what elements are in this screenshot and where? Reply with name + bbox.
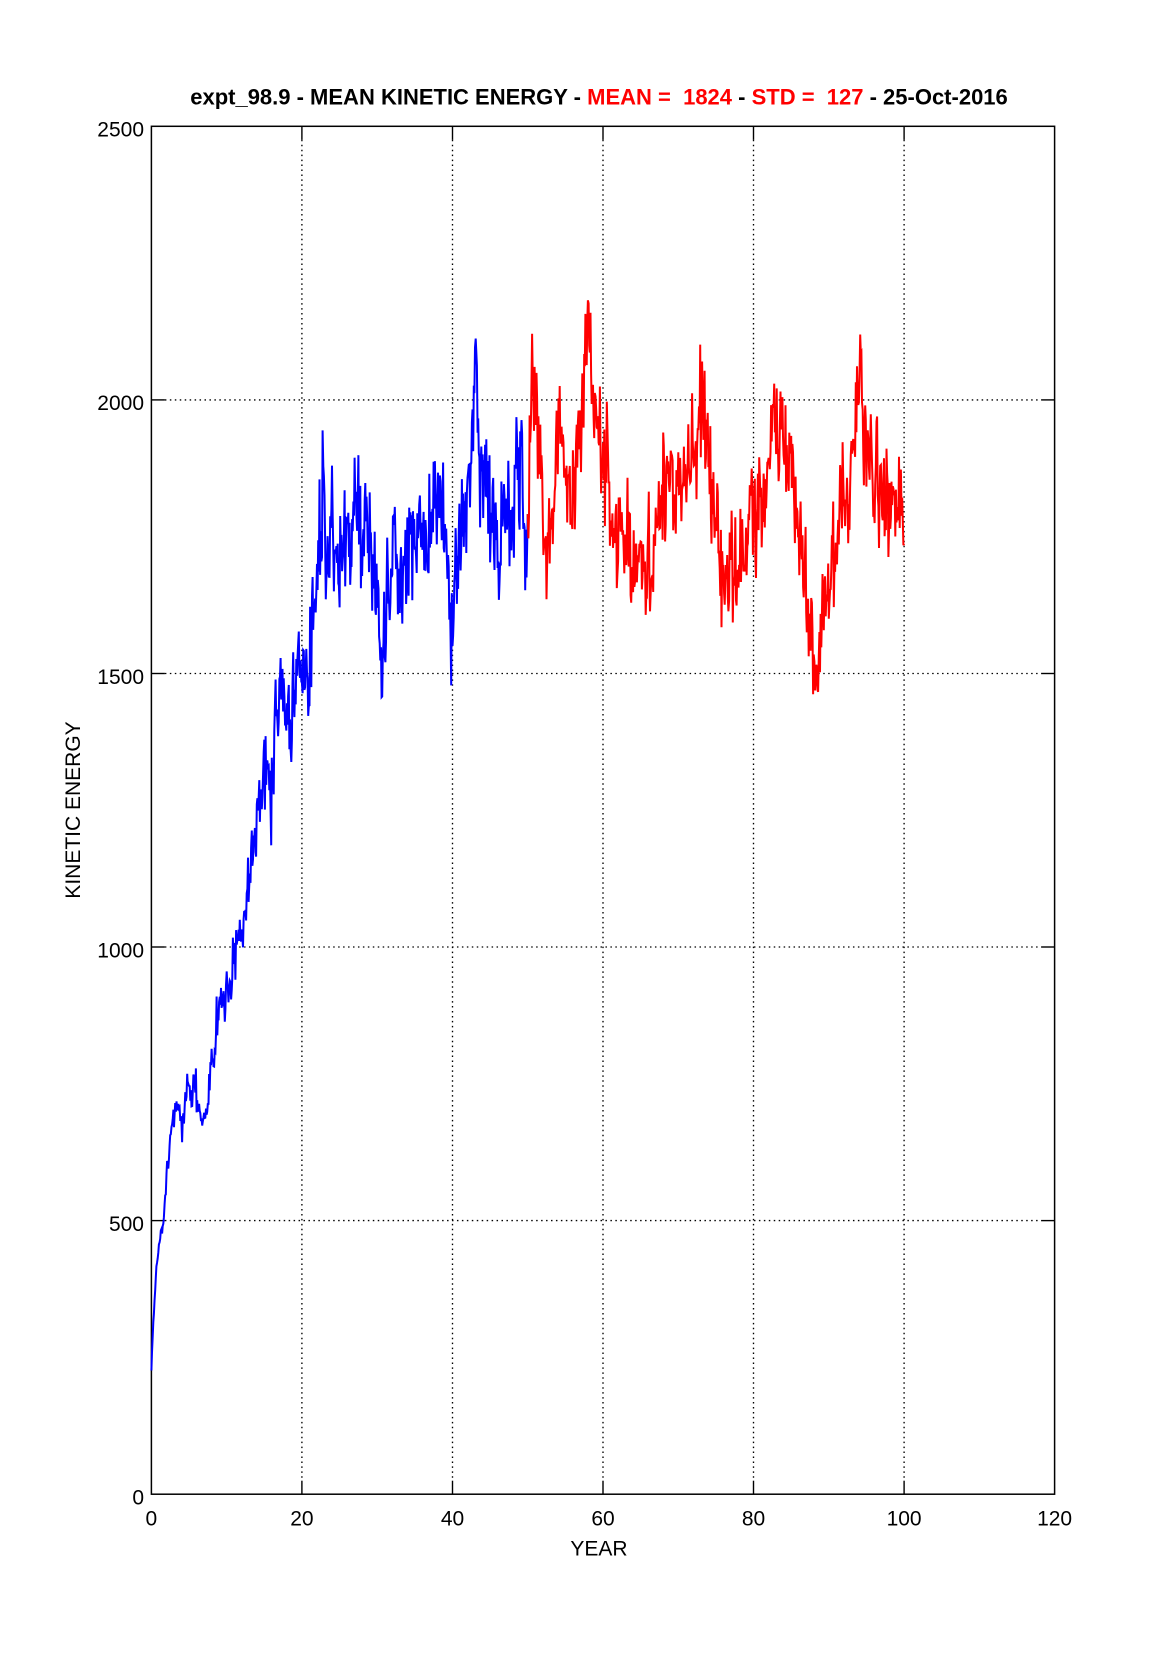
svg-text:expt_98.9 - MEAN KINETIC ENERG: expt_98.9 - MEAN KINETIC ENERGY - MEAN =… xyxy=(190,84,1008,109)
svg-text:500: 500 xyxy=(109,1213,144,1236)
svg-text:100: 100 xyxy=(887,1508,922,1531)
svg-text:2500: 2500 xyxy=(97,119,144,142)
svg-text:YEAR: YEAR xyxy=(570,1538,627,1561)
svg-text:1500: 1500 xyxy=(97,666,144,689)
svg-text:1000: 1000 xyxy=(97,939,144,962)
svg-text:2000: 2000 xyxy=(97,392,144,415)
svg-text:60: 60 xyxy=(591,1508,614,1531)
svg-text:20: 20 xyxy=(290,1508,313,1531)
svg-text:0: 0 xyxy=(146,1508,158,1531)
svg-text:80: 80 xyxy=(742,1508,765,1531)
svg-text:40: 40 xyxy=(441,1508,464,1531)
svg-text:KINETIC ENERGY: KINETIC ENERGY xyxy=(62,721,85,898)
svg-text:120: 120 xyxy=(1037,1508,1072,1531)
svg-text:0: 0 xyxy=(132,1487,144,1510)
